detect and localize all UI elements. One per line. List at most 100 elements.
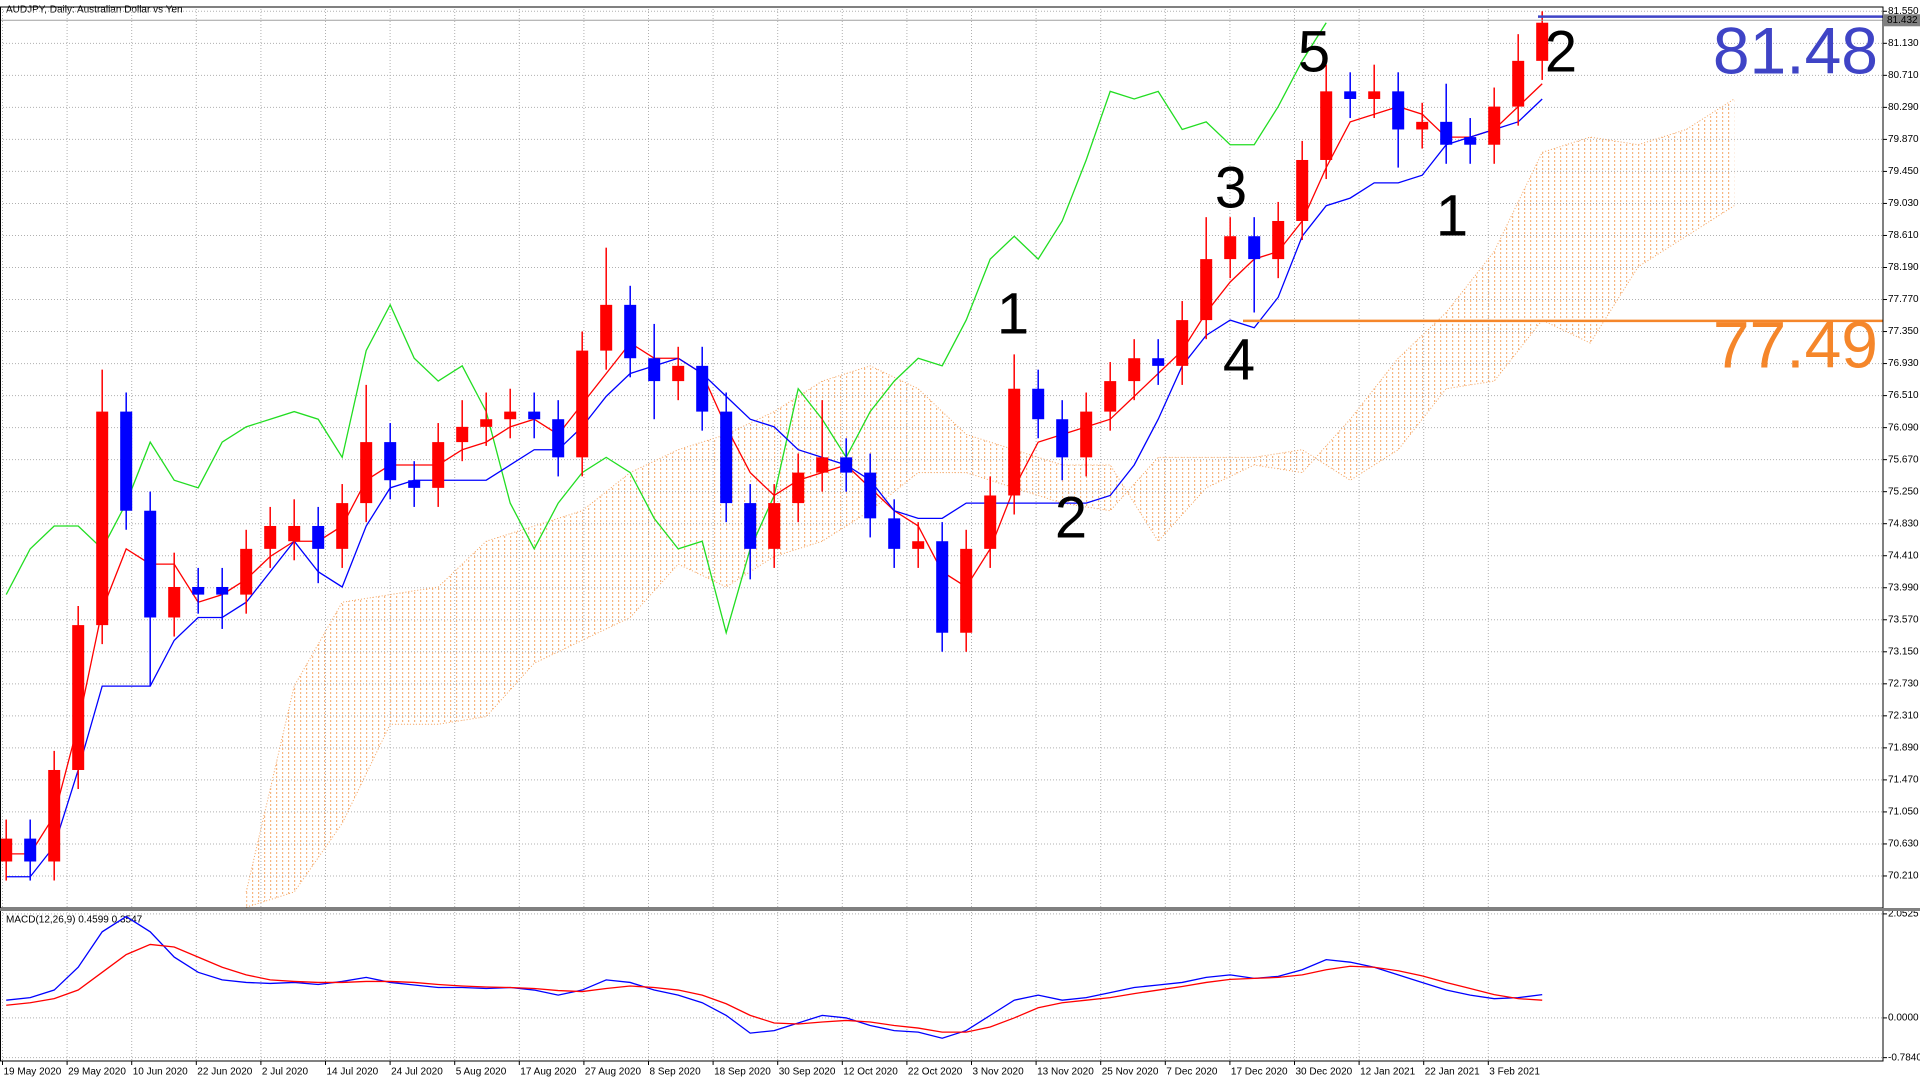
candle-body bbox=[720, 411, 733, 504]
candle-body bbox=[936, 541, 949, 633]
candle-body bbox=[408, 480, 421, 488]
x-tick-label: 12 Jan 2021 bbox=[1360, 1067, 1415, 1078]
y-tick-label: 74.830 bbox=[1888, 518, 1919, 529]
x-tick-label: 22 Oct 2020 bbox=[908, 1067, 963, 1078]
x-tick-label: 12 Oct 2020 bbox=[843, 1067, 898, 1078]
candle-body bbox=[1392, 91, 1405, 130]
candle-body bbox=[792, 472, 805, 504]
candle-body bbox=[288, 525, 301, 542]
y-tick-label: 71.470 bbox=[1888, 775, 1919, 786]
wave-label: 5 bbox=[1298, 19, 1330, 84]
x-tick-label: 17 Aug 2020 bbox=[520, 1067, 577, 1078]
candle-body bbox=[1320, 91, 1333, 160]
candle-body bbox=[312, 525, 325, 549]
candle-body bbox=[48, 769, 61, 862]
y-tick-label: 76.930 bbox=[1888, 358, 1919, 369]
y-tick-label: 79.450 bbox=[1888, 166, 1919, 177]
candle-body bbox=[552, 419, 565, 458]
x-tick-label: 29 May 2020 bbox=[68, 1067, 126, 1078]
candle-body bbox=[888, 518, 901, 549]
candle-body bbox=[528, 411, 541, 420]
wave-label: 2 bbox=[1545, 19, 1577, 84]
candle-body bbox=[864, 472, 877, 519]
y-tick-label: 71.050 bbox=[1888, 807, 1919, 818]
x-tick-label: 8 Sep 2020 bbox=[650, 1067, 702, 1078]
candle-body bbox=[264, 525, 277, 549]
candle-body bbox=[1104, 381, 1117, 412]
candle-body bbox=[912, 541, 925, 549]
candle-body bbox=[1128, 358, 1141, 382]
x-tick-label: 3 Nov 2020 bbox=[973, 1067, 1025, 1078]
candle-body bbox=[360, 442, 373, 504]
indicator-line bbox=[6, 98, 1543, 878]
x-tick-label: 30 Dec 2020 bbox=[1296, 1067, 1353, 1078]
y-tick-label: 75.250 bbox=[1888, 486, 1919, 497]
x-tick-label: 3 Feb 2021 bbox=[1489, 1067, 1540, 1078]
x-tick-label: 22 Jan 2021 bbox=[1425, 1067, 1480, 1078]
y-tick-label: 70.630 bbox=[1888, 839, 1919, 850]
cloud-area bbox=[246, 98, 1735, 908]
candle-body bbox=[1368, 91, 1381, 99]
candle-body bbox=[1344, 91, 1357, 99]
candle-body bbox=[1296, 159, 1309, 221]
candle-body bbox=[120, 411, 133, 511]
macd-line bbox=[6, 943, 1543, 1033]
candle-body bbox=[0, 838, 13, 862]
y-tick-label: 78.190 bbox=[1888, 262, 1919, 273]
candle-body bbox=[1536, 22, 1549, 61]
candle-body bbox=[696, 365, 709, 412]
candle-body bbox=[744, 503, 757, 549]
candle-body bbox=[576, 350, 589, 458]
candle-body bbox=[192, 586, 205, 595]
x-tick-label: 7 Dec 2020 bbox=[1166, 1067, 1218, 1078]
candle-body bbox=[1032, 388, 1045, 420]
level-label: 77.49 bbox=[1713, 307, 1878, 381]
x-tick-label: 14 Jul 2020 bbox=[327, 1067, 379, 1078]
y-tick-label: 81.550 bbox=[1888, 6, 1919, 17]
wave-label: 4 bbox=[1223, 327, 1255, 392]
candle-body bbox=[960, 548, 973, 633]
candle-body bbox=[1416, 121, 1429, 130]
x-tick-label: 10 Jun 2020 bbox=[133, 1067, 188, 1078]
candle-body bbox=[648, 358, 661, 382]
lagging-line bbox=[5, 22, 1327, 636]
macd-line bbox=[6, 915, 1543, 1039]
candle-body bbox=[624, 304, 637, 359]
y-tick-label: 70.210 bbox=[1888, 871, 1919, 882]
candle-body bbox=[1008, 388, 1021, 496]
candle-body bbox=[840, 457, 853, 473]
macd-y-tick-label: 2.0525 bbox=[1888, 909, 1919, 920]
candle-body bbox=[432, 442, 445, 488]
x-tick-label: 24 Jul 2020 bbox=[391, 1067, 443, 1078]
candle-body bbox=[72, 625, 85, 770]
candle-body bbox=[768, 503, 781, 549]
y-tick-label: 78.610 bbox=[1888, 230, 1919, 241]
y-tick-label: 72.310 bbox=[1888, 710, 1919, 721]
candle-body bbox=[816, 457, 829, 473]
y-tick-label: 80.290 bbox=[1888, 102, 1919, 113]
y-tick-label: 80.710 bbox=[1888, 70, 1919, 81]
y-tick-label: 76.090 bbox=[1888, 422, 1919, 433]
y-tick-label: 79.870 bbox=[1888, 134, 1919, 145]
x-tick-label: 18 Sep 2020 bbox=[714, 1067, 771, 1078]
y-tick-label: 76.510 bbox=[1888, 390, 1919, 401]
y-tick-label: 75.670 bbox=[1888, 454, 1919, 465]
candle-body bbox=[1056, 419, 1069, 458]
x-tick-label: 25 Nov 2020 bbox=[1102, 1067, 1159, 1078]
x-tick-label: 27 Aug 2020 bbox=[585, 1067, 642, 1078]
candle-body bbox=[384, 442, 397, 481]
candle-body bbox=[24, 838, 37, 862]
candle-body bbox=[1464, 137, 1477, 145]
candle-body bbox=[1080, 411, 1093, 458]
x-tick-label: 13 Nov 2020 bbox=[1037, 1067, 1094, 1078]
candle-body bbox=[1152, 358, 1165, 366]
candle-body bbox=[240, 548, 253, 595]
candle-body bbox=[456, 426, 469, 443]
y-tick-label: 81.130 bbox=[1888, 38, 1919, 49]
macd-y-tick-label: -0.7840 bbox=[1888, 1052, 1920, 1063]
x-tick-label: 5 Aug 2020 bbox=[456, 1067, 507, 1078]
x-tick-label: 22 Jun 2020 bbox=[197, 1067, 252, 1078]
wave-label: 3 bbox=[1215, 155, 1247, 220]
candle-body bbox=[1512, 60, 1525, 107]
